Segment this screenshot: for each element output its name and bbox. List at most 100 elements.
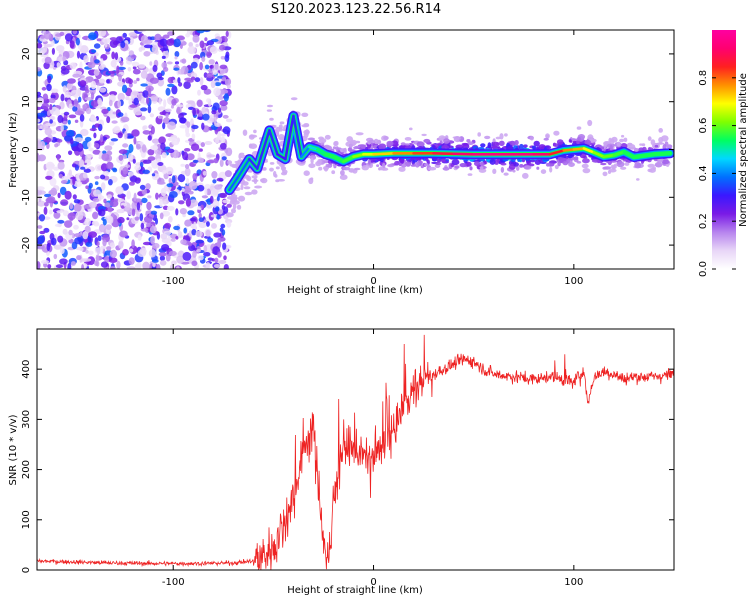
noise-blob <box>171 260 177 266</box>
spectral-blob <box>459 163 467 168</box>
noise-blob <box>213 116 217 125</box>
noise-blob <box>142 90 149 98</box>
noise-blob <box>219 100 228 107</box>
spectral-blob <box>251 175 258 179</box>
noise-blob <box>206 160 215 164</box>
spectral-blob <box>409 127 413 131</box>
noise-blob <box>80 166 86 170</box>
ridge-segment <box>602 153 616 158</box>
noise-blob <box>186 30 191 36</box>
noise-blob <box>101 153 110 162</box>
noise-blob <box>84 136 92 142</box>
noise-blob <box>187 210 195 216</box>
spectral-blob <box>634 162 642 169</box>
spectral-blob <box>480 166 484 170</box>
noise-blob <box>206 154 216 158</box>
spectral-blob <box>607 161 612 165</box>
spectral-blob <box>514 140 519 146</box>
noise-blob <box>206 51 212 58</box>
spectral-blob <box>549 166 553 173</box>
y-tick-label: 300 <box>21 410 32 429</box>
noise-blob <box>94 175 100 180</box>
noise-blob <box>138 64 146 69</box>
noise-blob <box>111 120 118 124</box>
spectral-blob <box>500 162 507 166</box>
snr-xlabel: Height of straight line (km) <box>287 585 423 596</box>
noise-blob <box>43 206 48 215</box>
noise-blob <box>150 210 158 215</box>
noise-blob <box>206 72 213 78</box>
spectral-blob <box>461 142 469 146</box>
noise-blob <box>206 98 211 103</box>
noise-blob <box>46 110 51 117</box>
spectral-blob <box>266 109 272 112</box>
noise-blob <box>117 66 126 70</box>
x-tick-label: 100 <box>564 276 583 287</box>
spectral-blob <box>387 164 395 168</box>
spectral-blob <box>610 138 615 145</box>
noise-blob <box>149 225 157 234</box>
noise-blob <box>180 261 190 265</box>
noise-blob <box>137 234 142 241</box>
noise-blob <box>54 143 59 148</box>
noise-blob <box>203 72 208 78</box>
noise-blob <box>207 237 214 243</box>
noise-blob <box>44 127 52 136</box>
noise-blob <box>119 60 124 66</box>
noise-blob <box>47 264 52 269</box>
noise-blob <box>136 77 140 82</box>
noise-blob <box>147 195 152 199</box>
noise-blob <box>149 61 153 66</box>
noise-blob <box>150 95 159 102</box>
noise-blob <box>192 159 199 163</box>
noise-blob <box>132 66 137 70</box>
noise-blob <box>209 195 214 204</box>
spectral-blob <box>553 130 560 136</box>
noise-blob <box>134 216 140 221</box>
spectral-blob <box>279 127 283 132</box>
noise-blob <box>95 254 100 262</box>
noise-blob <box>157 181 166 185</box>
noise-blob <box>54 223 62 227</box>
noise-blob <box>152 242 160 249</box>
spectral-blob <box>477 147 485 150</box>
spectral-blob <box>479 162 485 166</box>
noise-blob <box>162 44 168 51</box>
ridge-segment <box>284 114 295 161</box>
noise-blob <box>39 230 46 235</box>
spectral-blob <box>229 163 237 167</box>
noise-blob <box>128 152 133 161</box>
spectral-blob <box>275 166 280 170</box>
noise-blob <box>131 61 140 67</box>
noise-blob <box>90 100 99 107</box>
noise-blob <box>55 45 65 52</box>
noise-blob <box>117 132 123 139</box>
noise-blob <box>70 89 79 97</box>
ridge-segment <box>582 147 596 154</box>
noise-blob <box>145 96 150 105</box>
noise-blob <box>51 237 57 246</box>
noise-blob <box>131 129 140 137</box>
spectral-blob <box>443 138 450 144</box>
spectral-blob <box>519 164 524 168</box>
noise-blob <box>53 244 62 250</box>
spectral-blob <box>543 137 549 141</box>
noise-blob <box>68 114 77 119</box>
noise-blob <box>199 62 204 71</box>
noise-blob <box>170 238 176 242</box>
spectral-blob <box>332 146 337 150</box>
spectral-blob <box>376 164 380 168</box>
spectral-blob <box>423 138 431 143</box>
noise-blob <box>192 107 196 117</box>
noise-blob <box>137 94 142 102</box>
spectral-blob <box>253 129 257 134</box>
colorbar-tick-label: 0.2 <box>698 213 709 229</box>
ridge-segment <box>332 155 345 163</box>
noise-blob <box>211 110 217 115</box>
noise-blob <box>157 76 164 81</box>
noise-blob <box>72 73 81 78</box>
noise-blob <box>213 87 221 97</box>
noise-blob <box>135 112 143 116</box>
y-tick-label: -10 <box>21 189 32 205</box>
noise-blob <box>179 43 183 49</box>
